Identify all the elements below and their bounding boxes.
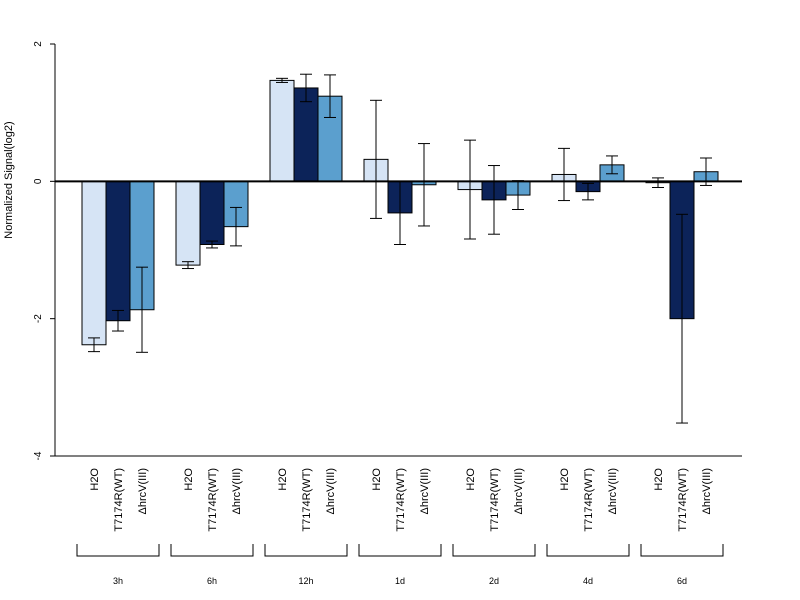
category-label: H2O	[559, 468, 571, 491]
group-bracket	[76, 544, 160, 557]
category-label: T7174R(WT)	[583, 468, 595, 532]
category-label: T7174R(WT)	[207, 468, 219, 532]
bar	[105, 180, 131, 322]
y-tick-label: -4	[33, 451, 44, 460]
group-bracket	[264, 544, 348, 557]
category-label: T7174R(WT)	[395, 468, 407, 532]
group-label: 1d	[395, 576, 405, 586]
category-label: ΔhrcV(III)	[513, 468, 525, 514]
group-bracket	[452, 544, 536, 557]
category-label: T7174R(WT)	[677, 468, 689, 532]
group-label: 4d	[583, 576, 593, 586]
x-axis	[55, 180, 742, 457]
category-label: H2O	[183, 468, 195, 491]
y-tick-label: 0	[33, 178, 44, 184]
category-label: T7174R(WT)	[301, 468, 313, 532]
category-label: ΔhrcV(III)	[701, 468, 713, 514]
y-axis: -4 -2 0 2	[33, 41, 56, 460]
category-label: ΔhrcV(III)	[607, 468, 619, 514]
error-bars	[88, 73, 712, 424]
category-label: H2O	[653, 468, 665, 491]
category-label: H2O	[465, 468, 477, 491]
category-label: H2O	[371, 468, 383, 491]
group-bracket	[640, 544, 724, 557]
group-bracket	[358, 544, 442, 557]
category-label: ΔhrcV(III)	[419, 468, 431, 514]
group-bracket	[546, 544, 630, 557]
group-label: 12h	[298, 576, 313, 586]
group-label: 3h	[113, 576, 123, 586]
group-label: 2d	[489, 576, 499, 586]
category-label: T7174R(WT)	[489, 468, 501, 532]
group-label: 6d	[677, 576, 687, 586]
category-labels: H2O T7174R(WT) ΔhrcV(III) 3h H2O T7174R(WT) Δh…	[76, 468, 724, 586]
category-label: T7174R(WT)	[113, 468, 125, 532]
category-label: H2O	[89, 468, 101, 491]
bar	[199, 180, 225, 246]
group-bracket	[170, 544, 254, 557]
category-label: ΔhrcV(III)	[325, 468, 337, 514]
y-axis-title: Normalized Signal(log2)	[3, 121, 15, 238]
bar	[175, 180, 201, 266]
group-label: 6h	[207, 576, 217, 586]
bar	[81, 180, 107, 346]
y-tick-label: -2	[33, 314, 44, 323]
category-label: ΔhrcV(III)	[137, 468, 149, 514]
category-label: H2O	[277, 468, 289, 491]
y-tick-label: 2	[33, 41, 44, 47]
category-label: ΔhrcV(III)	[231, 468, 243, 514]
bar	[269, 79, 295, 182]
